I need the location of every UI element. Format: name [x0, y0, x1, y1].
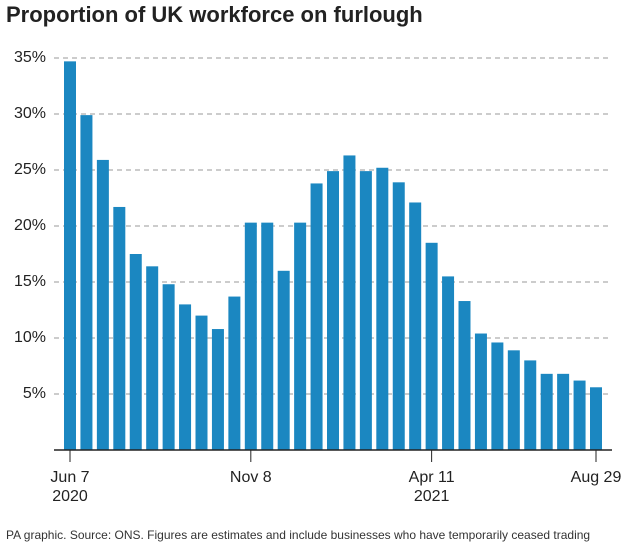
bar	[64, 61, 76, 451]
bar	[573, 380, 586, 450]
x-tick-label: Jun 7	[50, 469, 89, 486]
y-tick-label: 10%	[14, 329, 46, 346]
bar	[458, 301, 471, 450]
bar	[244, 222, 257, 450]
y-tick-label: 20%	[14, 217, 46, 234]
bar	[590, 387, 602, 450]
bar	[376, 167, 389, 450]
bar	[540, 373, 553, 450]
bar	[294, 222, 307, 450]
bar	[80, 115, 93, 451]
bar	[474, 333, 487, 450]
bar	[359, 171, 372, 450]
bar	[129, 254, 142, 450]
bar	[557, 373, 570, 450]
y-tick-label: 5%	[23, 385, 46, 402]
bar	[162, 284, 175, 450]
bar	[409, 202, 422, 450]
x-tick-label: Aug 29	[571, 469, 622, 486]
bar	[343, 155, 356, 450]
bar	[277, 270, 290, 450]
bar	[327, 171, 339, 450]
bar	[491, 342, 504, 450]
bar	[179, 304, 192, 450]
x-tick-label: Apr 11	[409, 469, 455, 486]
bar	[261, 222, 274, 450]
x-tick-year: 2021	[414, 488, 450, 505]
source-note: PA graphic. Source: ONS. Figures are est…	[6, 528, 590, 542]
y-tick-label: 30%	[14, 105, 46, 122]
bar	[113, 206, 126, 450]
chart-title: Proportion of UK workforce on furlough	[6, 2, 423, 27]
bar	[507, 350, 520, 450]
y-tick-label: 15%	[14, 273, 46, 290]
bar	[228, 296, 241, 450]
bar	[146, 266, 159, 450]
bar	[425, 242, 438, 450]
bar	[310, 183, 323, 450]
bar	[96, 159, 109, 451]
x-tick-label: Nov 8	[230, 469, 272, 486]
y-tick-label: 25%	[14, 161, 46, 178]
bar	[442, 276, 455, 450]
bar	[211, 329, 224, 450]
bar	[524, 360, 537, 450]
bar	[392, 182, 405, 450]
x-tick-year: 2020	[52, 488, 88, 505]
y-tick-label: 35%	[14, 49, 46, 66]
bar	[195, 315, 208, 450]
